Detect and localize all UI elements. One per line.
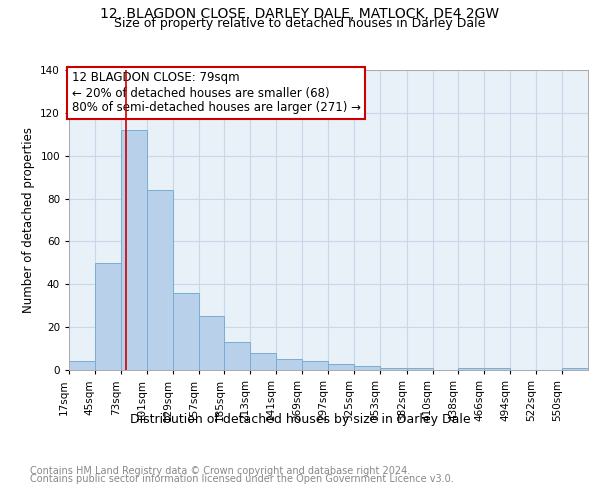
Bar [224,342,250,370]
Bar [458,368,484,370]
Bar [69,362,95,370]
Bar [95,263,121,370]
Bar [354,366,380,370]
Bar [121,130,147,370]
Text: 12, BLAGDON CLOSE, DARLEY DALE, MATLOCK, DE4 2GW: 12, BLAGDON CLOSE, DARLEY DALE, MATLOCK,… [100,8,500,22]
Bar [147,190,173,370]
Bar [380,368,407,370]
Bar [199,316,224,370]
Bar [407,368,433,370]
Bar [276,360,302,370]
Bar [302,362,328,370]
Bar [173,293,199,370]
Bar [484,368,510,370]
Text: Contains HM Land Registry data © Crown copyright and database right 2024.: Contains HM Land Registry data © Crown c… [30,466,410,476]
Bar [562,368,588,370]
Y-axis label: Number of detached properties: Number of detached properties [22,127,35,313]
Text: Distribution of detached houses by size in Darley Dale: Distribution of detached houses by size … [130,412,470,426]
Text: Contains public sector information licensed under the Open Government Licence v3: Contains public sector information licen… [30,474,454,484]
Bar [250,353,276,370]
Text: Size of property relative to detached houses in Darley Dale: Size of property relative to detached ho… [115,16,485,30]
Bar [328,364,354,370]
Text: 12 BLAGDON CLOSE: 79sqm
← 20% of detached houses are smaller (68)
80% of semi-de: 12 BLAGDON CLOSE: 79sqm ← 20% of detache… [71,72,361,114]
